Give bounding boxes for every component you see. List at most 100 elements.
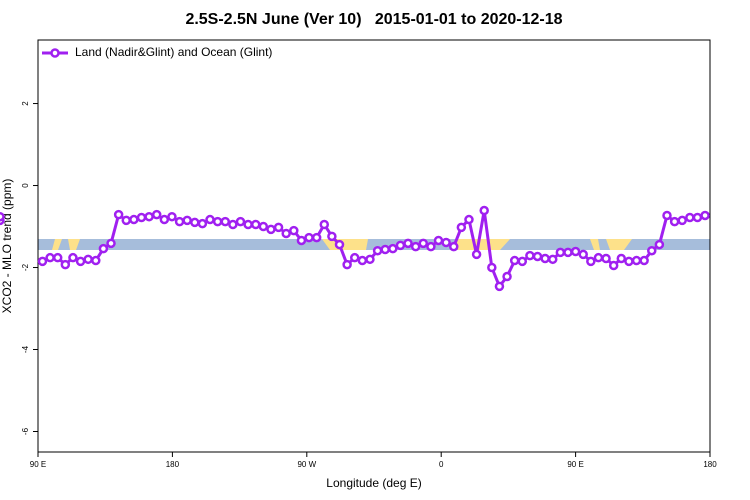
data-point <box>441 237 451 248</box>
data-point <box>555 247 566 258</box>
data-point <box>464 214 474 225</box>
data-point <box>517 256 528 267</box>
data-point <box>228 219 238 230</box>
data-point <box>197 218 208 229</box>
data-point <box>258 221 269 232</box>
legend-label: Land (Nadir&Glint) and Ocean (Glint) <box>75 45 272 59</box>
data-point <box>570 246 581 257</box>
data-point <box>182 215 192 226</box>
data-point <box>60 259 71 270</box>
data-point <box>174 216 185 227</box>
data-point <box>83 254 93 265</box>
data-point <box>289 225 299 236</box>
y-tick-label: -2 <box>21 263 30 271</box>
data-point <box>502 271 512 282</box>
data-point <box>0 211 5 222</box>
data-point <box>52 252 63 263</box>
data-point <box>578 249 588 260</box>
data-point <box>685 212 695 223</box>
data-point <box>700 210 710 221</box>
data-point <box>129 214 139 225</box>
data-point <box>327 231 337 242</box>
data-point <box>563 247 573 258</box>
data-point <box>540 253 550 264</box>
data-point <box>601 253 611 264</box>
data-point <box>624 256 634 267</box>
data-point <box>662 210 672 221</box>
data-point <box>525 250 535 261</box>
data-point <box>395 240 406 251</box>
data-point <box>144 211 154 222</box>
x-tick-label: 90 E <box>30 460 46 469</box>
data-point <box>250 219 261 230</box>
data-point <box>372 245 383 256</box>
data-point <box>281 228 291 239</box>
data-point <box>403 238 413 249</box>
plot-frame <box>37 39 711 453</box>
data-point <box>349 252 360 263</box>
data-point <box>357 255 368 266</box>
data-point <box>608 260 619 271</box>
x-tick-label: 180 <box>166 460 180 469</box>
data-point <box>45 252 55 263</box>
x-tick-label: 0 <box>439 460 444 469</box>
x-tick-label: 90 W <box>297 460 316 469</box>
data-point <box>37 256 48 267</box>
data-point <box>296 235 307 246</box>
data-point <box>319 219 330 230</box>
data-point <box>380 244 390 255</box>
y-tick-label: 2 <box>21 101 30 106</box>
data-point <box>586 256 596 267</box>
data-point <box>205 214 215 225</box>
x-tick-label: 180 <box>703 460 717 469</box>
data-point <box>426 241 436 252</box>
data-point <box>456 222 467 233</box>
data-point <box>121 215 132 226</box>
data-point <box>487 262 497 273</box>
data-point <box>91 255 101 266</box>
data-point <box>692 212 703 223</box>
data-point <box>106 238 116 249</box>
data-point <box>190 217 200 228</box>
data-point <box>342 259 352 270</box>
land-ocean-strip <box>38 239 710 250</box>
data-point <box>311 232 322 243</box>
chart-title: 2.5S-2.5N June (Ver 10) 2015-01-01 to 20… <box>185 11 562 28</box>
data-point <box>273 222 284 233</box>
y-tick-label: -4 <box>21 345 30 353</box>
data-point <box>494 281 505 292</box>
y-axis-label: XCO2 - MLO trend (ppm) <box>0 179 14 314</box>
data-point <box>669 216 680 227</box>
data-point <box>471 249 482 260</box>
data-point <box>113 209 124 220</box>
legend-marker <box>50 48 60 58</box>
data-point <box>647 245 657 256</box>
data-point <box>235 216 246 227</box>
data-point <box>243 219 253 230</box>
data-point <box>68 252 78 263</box>
data-point <box>304 232 314 243</box>
data-point <box>418 238 429 249</box>
data-point <box>167 211 177 222</box>
y-tick-label: -6 <box>21 427 30 435</box>
data-point <box>212 216 223 227</box>
data-point <box>98 243 109 254</box>
data-point <box>334 239 345 250</box>
data-point <box>593 252 604 263</box>
data-point <box>266 224 276 235</box>
x-tick-label: 90 E <box>567 460 583 469</box>
data-point <box>388 243 398 254</box>
data-point <box>509 255 520 266</box>
data-point <box>616 253 627 264</box>
x-axis-label: Longitude (deg E) <box>326 476 421 490</box>
data-point <box>220 216 231 227</box>
data-point <box>654 239 665 250</box>
data-point <box>448 241 459 252</box>
data-point <box>433 235 444 246</box>
data-point <box>639 255 649 266</box>
data-point <box>159 214 170 225</box>
data-point <box>75 256 86 267</box>
data-point <box>410 241 421 252</box>
data-point <box>151 209 162 220</box>
data-point <box>136 212 147 223</box>
